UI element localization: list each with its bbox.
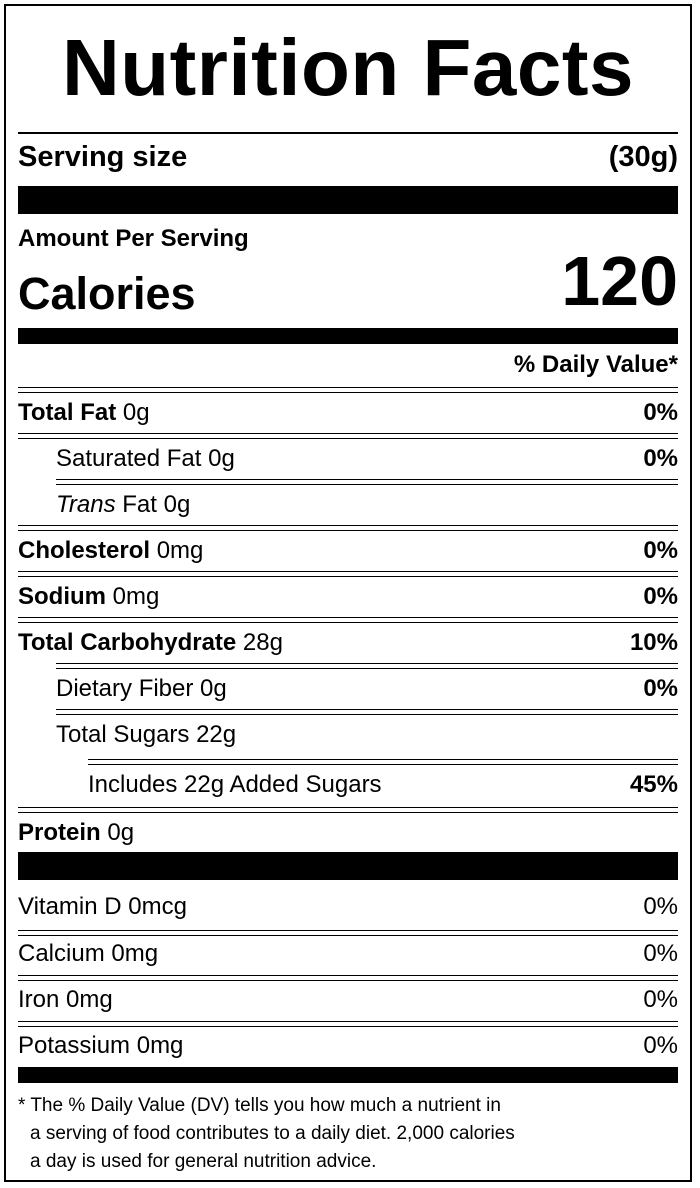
divider xyxy=(18,1021,678,1027)
divider xyxy=(18,387,678,393)
nutrient-dv: 0% xyxy=(643,445,678,472)
vitamin-amount: 0mcg xyxy=(128,893,187,920)
nutrient-amount: 0g xyxy=(200,675,227,702)
nutrient-dv: 0% xyxy=(643,399,678,426)
thick-divider xyxy=(18,328,678,344)
nutrient-row-protein: Protein 0g xyxy=(18,818,678,848)
vitamin-row-potassium: Potassium 0mg 0% xyxy=(18,1031,678,1061)
nutrient-amount: 0g xyxy=(208,445,235,472)
nutrient-row-trans-fat: Trans Fat 0g xyxy=(56,490,678,520)
thick-divider xyxy=(18,186,678,214)
nutrient-dv: 0% xyxy=(643,675,678,702)
vitamin-dv: 0% xyxy=(643,986,678,1013)
serving-size-value: (30g) xyxy=(608,141,678,173)
nutrient-name-italic: Trans xyxy=(56,491,116,518)
nutrient-name: Includes 22g Added Sugars xyxy=(88,771,382,798)
nutrient-dv: 10% xyxy=(629,629,678,656)
vitamin-dv: 0% xyxy=(643,940,678,967)
footnote: * The % Daily Value (DV) tells you how m… xyxy=(18,1092,618,1176)
divider xyxy=(18,930,678,936)
nutrient-row-saturated-fat: Saturated Fat 0g 0% xyxy=(56,444,678,474)
nutrient-name: Dietary Fiber xyxy=(56,675,194,702)
nutrient-amount: 0g xyxy=(107,819,135,846)
nutrient-amount: 28g xyxy=(242,629,283,656)
amount-per-serving: Amount Per Serving xyxy=(18,225,249,252)
divider xyxy=(18,433,678,439)
daily-value-header: % Daily Value* xyxy=(513,351,678,378)
divider xyxy=(18,571,678,577)
nutrient-row-cholesterol: Cholesterol 0mg 0% xyxy=(18,536,678,566)
nutrient-dv: 0% xyxy=(643,537,678,564)
vitamin-amount: 0mg xyxy=(111,940,159,967)
vitamin-name: Iron xyxy=(18,986,60,1013)
nutrient-name: Protein xyxy=(18,819,101,846)
nutrient-name: Saturated Fat xyxy=(56,445,202,472)
nutrient-amount: 22g xyxy=(196,721,237,748)
nutrient-row-sodium: Sodium 0mg 0% xyxy=(18,582,678,612)
nutrition-facts-label: Nutrition Facts Serving size (30g) Amoun… xyxy=(4,4,692,1182)
nutrient-amount: 0g xyxy=(163,491,191,518)
serving-size-row: Serving size (30g) xyxy=(18,142,678,172)
divider xyxy=(18,525,678,531)
divider xyxy=(56,709,678,715)
footnote-line: a day is used for general nutrition advi… xyxy=(30,1151,377,1172)
nutrient-dv: 45% xyxy=(629,771,678,798)
vitamin-amount: 0mg xyxy=(66,986,113,1013)
daily-value-header-row: % Daily Value* xyxy=(18,350,678,380)
vitamin-dv: 0% xyxy=(643,893,678,920)
nutrient-amount: 0mg xyxy=(112,583,160,610)
nutrient-row-added-sugars: Includes 22g Added Sugars 45% xyxy=(88,770,678,800)
label-title: Nutrition Facts xyxy=(62,23,634,112)
nutrient-amount: 0mg xyxy=(156,537,204,564)
calories-label: Calories xyxy=(18,268,196,319)
serving-size-label: Serving size xyxy=(18,141,188,173)
footnote-line: * The % Daily Value (DV) tells you how m… xyxy=(18,1095,501,1116)
nutrient-name: Sodium xyxy=(18,583,106,610)
vitamin-amount: 0mg xyxy=(136,1032,184,1059)
vitamin-row-calcium: Calcium 0mg 0% xyxy=(18,939,678,969)
vitamin-row-iron: Iron 0mg 0% xyxy=(18,985,678,1015)
nutrient-row-total-carbohydrate: Total Carbohydrate 28g 10% xyxy=(18,628,678,658)
nutrient-row-total-fat: Total Fat 0g 0% xyxy=(18,398,678,428)
vitamin-name: Calcium xyxy=(18,940,105,967)
vitamin-name: Vitamin D xyxy=(18,893,122,920)
nutrient-name: Fat xyxy=(122,491,157,518)
nutrient-row-total-sugars: Total Sugars 22g xyxy=(56,720,678,750)
vitamin-row-vitamin-d: Vitamin D 0mcg 0% xyxy=(18,892,678,922)
nutrient-name: Cholesterol xyxy=(18,537,151,564)
divider xyxy=(18,617,678,623)
divider xyxy=(88,759,678,765)
divider xyxy=(18,132,678,134)
nutrient-row-dietary-fiber: Dietary Fiber 0g 0% xyxy=(56,674,678,704)
divider xyxy=(18,975,678,981)
nutrient-name: Total Carbohydrate xyxy=(18,629,237,656)
nutrient-name: Total Fat xyxy=(18,399,117,426)
thick-divider xyxy=(18,1067,678,1083)
thick-divider xyxy=(18,852,678,880)
nutrient-dv: 0% xyxy=(643,583,678,610)
vitamin-name: Potassium xyxy=(18,1032,131,1059)
divider xyxy=(56,663,678,669)
nutrient-name: Total Sugars xyxy=(56,721,190,748)
nutrient-amount: 0g xyxy=(122,399,150,426)
footnote-line: a serving of food contributes to a daily… xyxy=(30,1123,515,1144)
calories-value: 120 xyxy=(561,242,678,320)
divider xyxy=(18,807,678,813)
divider xyxy=(56,479,678,485)
vitamin-dv: 0% xyxy=(643,1032,678,1059)
